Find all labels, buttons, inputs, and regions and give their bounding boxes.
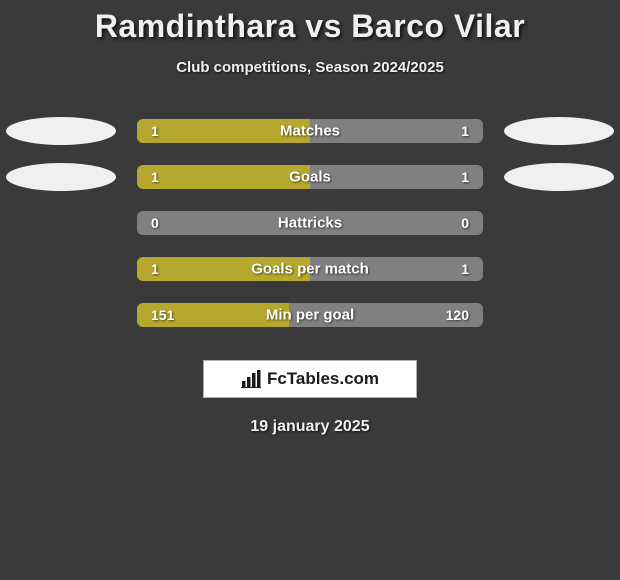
stat-value-left: 1 [151, 169, 159, 185]
brand-box[interactable]: FcTables.com [203, 360, 417, 398]
stat-bar: 1 1 Goals [137, 165, 483, 189]
subtitle: Club competitions, Season 2024/2025 [0, 59, 620, 76]
stat-label: Min per goal [266, 307, 354, 324]
stat-value-right: 1 [461, 123, 469, 139]
stat-label: Hattricks [278, 215, 342, 232]
date-label: 19 january 2025 [0, 418, 620, 436]
stat-value-left: 151 [151, 307, 174, 323]
stat-value-left: 0 [151, 215, 159, 231]
stat-value-right: 120 [446, 307, 469, 323]
stat-label: Goals [289, 169, 331, 186]
player-ellipse-right [504, 163, 614, 191]
stat-bar: 151 120 Min per goal [137, 303, 483, 327]
player-ellipse-left [6, 163, 116, 191]
stat-value-right: 1 [461, 169, 469, 185]
stat-value-left: 1 [151, 261, 159, 277]
stat-value-right: 1 [461, 261, 469, 277]
stat-bar: 0 0 Hattricks [137, 211, 483, 235]
bar-segment-right [310, 165, 483, 189]
player-ellipse-right [504, 117, 614, 145]
player-ellipse-left [6, 117, 116, 145]
stat-label: Goals per match [251, 261, 369, 278]
stat-value-right: 0 [461, 215, 469, 231]
stat-bar: 1 1 Goals per match [137, 257, 483, 281]
page-title: Ramdinthara vs Barco Vilar [0, 0, 620, 45]
bar-segment-left [137, 165, 310, 189]
stat-label: Matches [280, 123, 340, 140]
brand-label: FcTables.com [267, 369, 379, 389]
stat-value-left: 1 [151, 123, 159, 139]
stat-rows: 1 1 Matches 1 1 Goals 0 0 Hattricks 1 1 Goals per m… [0, 108, 620, 338]
stat-bar: 1 1 Matches [137, 119, 483, 143]
stat-row: 151 120 Min per goal [0, 292, 620, 338]
bar-chart-icon [241, 370, 263, 388]
stat-row: 0 0 Hattricks [0, 200, 620, 246]
stat-row: 1 1 Goals per match [0, 246, 620, 292]
stat-row: 1 1 Goals [0, 154, 620, 200]
stat-row: 1 1 Matches [0, 108, 620, 154]
